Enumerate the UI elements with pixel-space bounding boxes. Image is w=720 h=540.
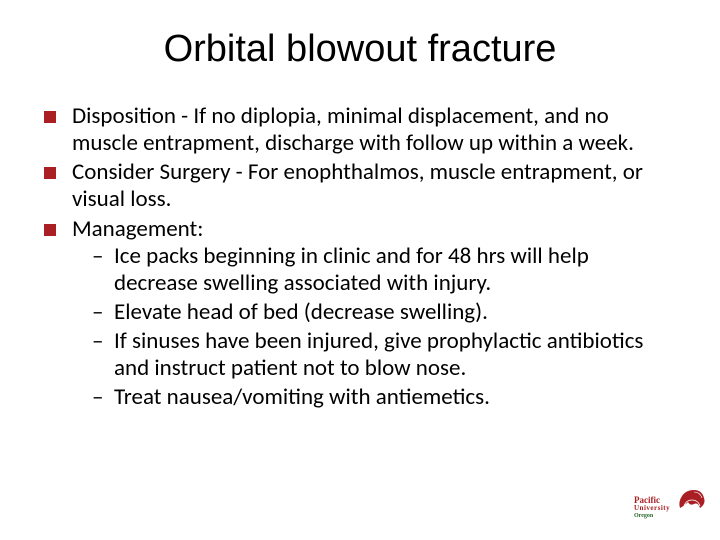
- list-item: Management: Ice packs beginning in clini…: [44, 216, 676, 412]
- list-item: Elevate head of bed (decrease swelling).: [92, 299, 676, 326]
- list-item: If sinuses have been injured, give proph…: [92, 328, 676, 382]
- slide-title: Orbital blowout fracture: [0, 0, 720, 103]
- logo-university: University: [634, 505, 670, 512]
- list-item: Ice packs beginning in clinic and for 48…: [92, 243, 676, 297]
- list-item: Treat nausea/vomiting with antiemetics.: [92, 384, 676, 411]
- university-logo: Pacific University Oregon: [634, 482, 708, 530]
- sub-bullet-list: Ice packs beginning in clinic and for 48…: [72, 243, 676, 412]
- bullet-list: Disposition - If no diplopia, minimal di…: [44, 103, 676, 411]
- slide-body: Disposition - If no diplopia, minimal di…: [0, 103, 720, 411]
- logo-text: Pacific University Oregon: [634, 496, 670, 519]
- logo-oregon: Oregon: [634, 513, 670, 519]
- boxer-icon: [674, 482, 708, 516]
- list-item: Disposition - If no diplopia, minimal di…: [44, 103, 676, 157]
- list-item: Consider Surgery - For enophthalmos, mus…: [44, 159, 676, 213]
- list-item-label: Management:: [72, 215, 203, 243]
